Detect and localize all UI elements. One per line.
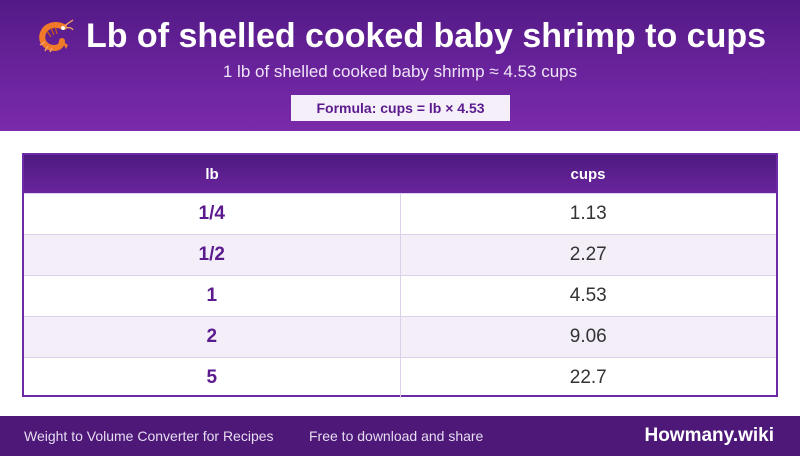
conversion-table: lb cups 1/4 1.13 1/2 2.27 1 4.53 2 9.06	[22, 153, 778, 398]
formula-badge: Formula: cups = lb × 4.53	[291, 95, 510, 121]
table-header-row: lb cups	[24, 155, 776, 194]
header-banner: Lb of shelled cooked baby shrimp to cups…	[0, 0, 800, 131]
column-header-cups: cups	[400, 155, 776, 194]
lb-cell: 1/2	[24, 234, 401, 276]
cups-cell: 9.06	[400, 316, 776, 358]
table-row: 1/4 1.13	[24, 193, 776, 235]
table-row: 1/2 2.27	[24, 234, 776, 276]
footer-bar: Weight to Volume Converter for Recipes F…	[0, 416, 800, 456]
shrimp-icon	[39, 19, 74, 53]
footer-tagline: Free to download and share	[309, 428, 484, 444]
lb-cell: 2	[24, 316, 401, 358]
table-row: 5 22.7	[24, 357, 776, 398]
cups-cell: 4.53	[400, 275, 776, 317]
site-brand-link[interactable]: Howmany.wiki	[644, 425, 774, 446]
lb-cell: 1/4	[24, 193, 401, 235]
lb-cell: 5	[24, 357, 401, 398]
cups-cell: 22.7	[400, 357, 776, 398]
cups-cell: 1.13	[400, 193, 776, 235]
title-row: Lb of shelled cooked baby shrimp to cups	[0, 14, 800, 58]
cups-cell: 2.27	[400, 234, 776, 276]
page-title: Lb of shelled cooked baby shrimp to cups	[85, 16, 767, 55]
converter-category-link[interactable]: Weight to Volume Converter for Recipes	[24, 428, 274, 444]
table-row: 2 9.06	[24, 316, 776, 358]
column-header-lb: lb	[24, 155, 400, 194]
lb-cell: 1	[24, 275, 401, 317]
conversion-subtitle: 1 lb of shelled cooked baby shrimp ≈ 4.5…	[222, 62, 578, 81]
table-row: 1 4.53	[24, 275, 776, 317]
